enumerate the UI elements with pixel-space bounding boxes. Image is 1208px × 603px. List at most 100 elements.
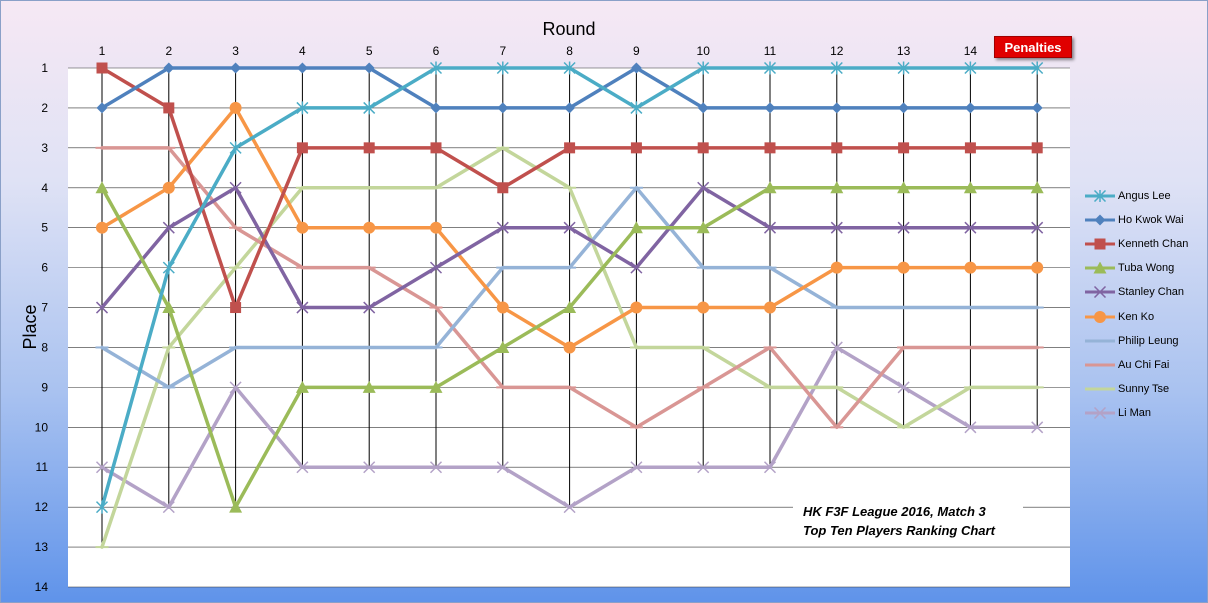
- data-point: [897, 181, 911, 194]
- data-point: [897, 381, 910, 394]
- data-point: [430, 142, 442, 154]
- legend-label: Angus Lee: [1118, 190, 1171, 203]
- legend-marker: [1093, 406, 1107, 419]
- x-tick-label: 1: [99, 44, 106, 58]
- data-point: [229, 101, 242, 114]
- legend-swatch: [1084, 286, 1116, 299]
- data-point: [95, 500, 109, 514]
- legend-swatch: [1084, 406, 1116, 419]
- y-tick-label: 13: [35, 540, 49, 554]
- data-point: [563, 501, 576, 514]
- data-point: [229, 381, 242, 394]
- data-point: [964, 221, 977, 234]
- data-point: [295, 380, 309, 393]
- data-point: [964, 142, 976, 154]
- legend-item: Ken Ko: [1084, 304, 1204, 328]
- x-tick-label: 14: [964, 44, 978, 58]
- data-point: [96, 62, 108, 74]
- series-stanley-chan: [95, 181, 1044, 314]
- data-point: [764, 142, 776, 154]
- legend-label: Au Chi Fai: [1118, 358, 1170, 371]
- data-point: [830, 181, 844, 194]
- y-tick-label: 6: [41, 261, 48, 275]
- legend-item: Philip Leung: [1084, 329, 1204, 353]
- data-point: [763, 181, 777, 194]
- x-tick-label: 2: [165, 44, 172, 58]
- data-point: [1031, 102, 1043, 114]
- data-point: [563, 341, 576, 354]
- data-point: [229, 181, 242, 194]
- data-point: [1031, 261, 1044, 274]
- data-point: [430, 221, 442, 234]
- x-tick-label: 13: [897, 44, 911, 58]
- y-tick-label: 3: [41, 141, 48, 155]
- x-tick-label: 12: [830, 44, 844, 58]
- penalties-button[interactable]: Penalties: [994, 36, 1072, 58]
- series-ken-ko: [96, 101, 1044, 354]
- data-point: [230, 62, 242, 74]
- y-tick-label: 14: [35, 580, 49, 594]
- data-point: [429, 461, 443, 474]
- data-point: [363, 301, 376, 314]
- data-point: [630, 142, 642, 154]
- legend-marker: [1093, 286, 1107, 299]
- legend-swatch: [1084, 262, 1116, 274]
- data-point: [697, 102, 709, 114]
- data-point: [162, 221, 175, 234]
- data-point: [95, 461, 109, 474]
- data-point: [95, 301, 109, 314]
- y-tick-label: 10: [35, 420, 49, 434]
- data-point: [763, 61, 777, 75]
- data-point: [563, 301, 577, 314]
- data-point: [830, 61, 843, 75]
- legend-label: Ken Ko: [1118, 310, 1155, 323]
- data-point: [697, 61, 710, 75]
- data-point: [897, 261, 910, 274]
- data-point: [764, 301, 776, 314]
- data-point: [162, 181, 175, 194]
- data-point: [564, 142, 576, 154]
- data-point: [630, 261, 643, 274]
- data-point: [296, 461, 309, 474]
- data-point: [496, 221, 509, 234]
- series-kenneth-chan: [96, 62, 1043, 314]
- data-point: [496, 61, 509, 75]
- data-point: [630, 461, 643, 474]
- x-axis-title: Round: [542, 19, 595, 39]
- data-point: [162, 501, 175, 514]
- data-point: [429, 261, 443, 274]
- data-point: [630, 301, 643, 314]
- legend-swatch: [1084, 335, 1116, 347]
- data-point: [763, 221, 777, 234]
- data-point: [830, 261, 843, 274]
- data-point: [1031, 421, 1044, 434]
- data-point: [429, 380, 443, 393]
- legend-label: Ho Kwok Wai: [1118, 214, 1184, 227]
- data-point: [697, 461, 710, 474]
- legend-item: Au Chi Fai: [1084, 353, 1204, 377]
- data-point: [496, 301, 509, 314]
- legend-label: Tuba Wong: [1118, 262, 1175, 275]
- chart-annotation: HK F3F League 2016, Match 3 Top Ten Play…: [793, 498, 1023, 544]
- data-point: [964, 261, 977, 274]
- x-tick-label: 5: [366, 44, 373, 58]
- data-point: [696, 221, 710, 234]
- data-point: [163, 62, 175, 74]
- data-point: [831, 142, 843, 154]
- data-point: [629, 221, 643, 234]
- legend-label: Stanley Chan: [1118, 286, 1185, 299]
- data-point: [363, 62, 375, 74]
- legend-item: Li Man: [1084, 401, 1204, 425]
- data-point: [1031, 142, 1043, 154]
- legend-marker: [1093, 262, 1107, 274]
- annotation-line-1: HK F3F League 2016, Match 3: [803, 504, 986, 519]
- data-point: [964, 102, 976, 114]
- legend-item: Kenneth Chan: [1084, 232, 1204, 256]
- legend-marker: [1094, 214, 1106, 226]
- y-tick-label: 9: [41, 380, 48, 394]
- data-point: [363, 101, 376, 115]
- data-point: [830, 221, 843, 234]
- x-tick-label: 4: [299, 44, 306, 58]
- series-au-chi-fai: [95, 146, 1044, 430]
